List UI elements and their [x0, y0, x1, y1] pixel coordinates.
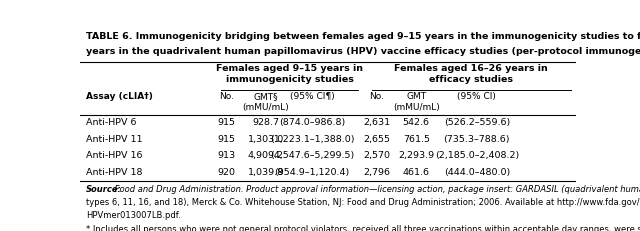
Text: 2,796: 2,796: [363, 167, 390, 176]
Text: 2,293.9: 2,293.9: [398, 150, 435, 159]
Text: Anti-HPV 16: Anti-HPV 16: [86, 150, 143, 159]
Text: Anti-HPV 11: Anti-HPV 11: [86, 134, 143, 143]
Text: Source:: Source:: [86, 185, 122, 194]
Text: * Includes all persons who were not general protocol violators, received all thr: * Includes all persons who were not gene…: [86, 224, 640, 231]
Text: HPVmer013007LB.pdf.: HPVmer013007LB.pdf.: [86, 211, 180, 219]
Text: (95% CI): (95% CI): [458, 92, 496, 101]
Text: (874.0–986.8): (874.0–986.8): [279, 118, 345, 127]
Text: Anti-HPV 18: Anti-HPV 18: [86, 167, 143, 176]
Text: Females aged 9–15 years in
immunogenicity studies: Females aged 9–15 years in immunogenicit…: [216, 64, 363, 83]
Text: 928.7: 928.7: [253, 118, 280, 127]
Text: Assay (cLIA†): Assay (cLIA†): [86, 92, 153, 101]
Text: 2,570: 2,570: [363, 150, 390, 159]
Text: (954.9–1,120.4): (954.9–1,120.4): [275, 167, 349, 176]
Text: 4,909.2: 4,909.2: [248, 150, 284, 159]
Text: 542.6: 542.6: [403, 118, 430, 127]
Text: TABLE 6. Immunogenicity bridging between females aged 9–15 years in the immunoge: TABLE 6. Immunogenicity bridging between…: [86, 32, 640, 41]
Text: 1,039.8: 1,039.8: [248, 167, 284, 176]
Text: (1,223.1–1,388.0): (1,223.1–1,388.0): [270, 134, 355, 143]
Text: 2,655: 2,655: [363, 134, 390, 143]
Text: 915: 915: [218, 118, 236, 127]
Text: 915: 915: [218, 134, 236, 143]
Text: 920: 920: [218, 167, 236, 176]
Text: Food and Drug Administration. Product approval information—licensing action, pac: Food and Drug Administration. Product ap…: [112, 185, 640, 194]
Text: 1,303.0: 1,303.0: [248, 134, 284, 143]
Text: (95% CI¶): (95% CI¶): [290, 92, 335, 101]
Text: No.: No.: [219, 92, 234, 101]
Text: 461.6: 461.6: [403, 167, 430, 176]
Text: GMT
(mMU/mL): GMT (mMU/mL): [393, 92, 440, 111]
Text: (735.3–788.6): (735.3–788.6): [444, 134, 510, 143]
Text: No.: No.: [369, 92, 384, 101]
Text: types 6, 11, 16, and 18), Merck & Co. Whitehouse Station, NJ: Food and Drug Admi: types 6, 11, 16, and 18), Merck & Co. Wh…: [86, 198, 640, 207]
Text: 761.5: 761.5: [403, 134, 430, 143]
Text: 2,631: 2,631: [363, 118, 390, 127]
Text: (2,185.0–2,408.2): (2,185.0–2,408.2): [435, 150, 519, 159]
Text: years in the quadrivalent human papillomavirus (HPV) vaccine efficacy studies (p: years in the quadrivalent human papillom…: [86, 47, 640, 56]
Text: (444.0–480.0): (444.0–480.0): [444, 167, 510, 176]
Text: 913: 913: [217, 150, 236, 159]
Text: Anti-HPV 6: Anti-HPV 6: [86, 118, 136, 127]
Text: (526.2–559.6): (526.2–559.6): [444, 118, 510, 127]
Text: GMT§
(mMU/mL): GMT§ (mMU/mL): [243, 92, 289, 111]
Text: (4,547.6–5,299.5): (4,547.6–5,299.5): [270, 150, 355, 159]
Text: Females aged 16–26 years in
efficacy studies: Females aged 16–26 years in efficacy stu…: [394, 64, 548, 83]
